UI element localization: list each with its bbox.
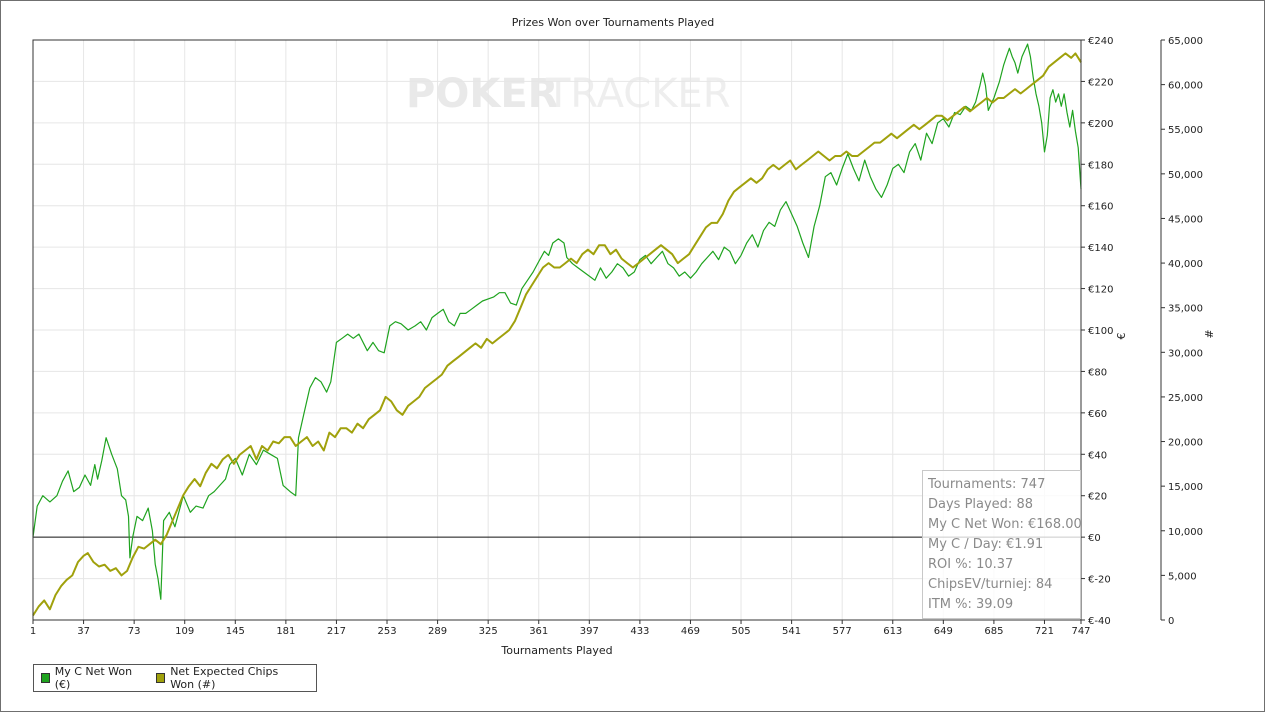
left-tick-label: €140 bbox=[1088, 243, 1113, 254]
stat-roi: ROI %: 10.37 bbox=[928, 557, 1014, 572]
x-tick-label: 747 bbox=[1071, 626, 1090, 637]
watermark-tracker-text: TRACKER bbox=[545, 71, 731, 117]
right-tick-label: 0 bbox=[1168, 616, 1174, 627]
left-tick-label: €80 bbox=[1088, 367, 1107, 378]
left-tick-label: €20 bbox=[1088, 492, 1107, 503]
left-tick-label: €120 bbox=[1088, 285, 1113, 296]
x-axis-ticks: 1 37 73 109 145 181 217 253 289 325 361 397 433 469 50… bbox=[30, 620, 1091, 637]
legend-item-net-won[interactable]: My C Net Won (€) bbox=[41, 665, 135, 691]
right-tick-label: 10,000 bbox=[1168, 527, 1203, 538]
right-tick-label: 30,000 bbox=[1168, 348, 1203, 359]
series-line-expected-chips bbox=[32, 52, 1082, 617]
right-tick-label: 5,000 bbox=[1168, 571, 1197, 582]
x-tick-label: 577 bbox=[833, 626, 852, 637]
stat-tournaments: Tournaments: 747 bbox=[928, 477, 1046, 492]
x-tick-label: 217 bbox=[327, 626, 346, 637]
x-tick-label: 433 bbox=[630, 626, 649, 637]
right-tick-label: 55,000 bbox=[1168, 125, 1203, 136]
x-tick-label: 613 bbox=[883, 626, 902, 637]
x-tick-label: 1 bbox=[30, 626, 36, 637]
left-tick-label: €-20 bbox=[1088, 575, 1111, 586]
x-tick-label: 397 bbox=[580, 626, 599, 637]
right-tick-label: 60,000 bbox=[1168, 81, 1203, 92]
x-tick-label: 721 bbox=[1035, 626, 1054, 637]
pokertracker-watermark: POKER TRACKER bbox=[406, 71, 731, 117]
stat-per-day: My C / Day: €1.91 bbox=[928, 537, 1044, 552]
x-tick-label: 505 bbox=[731, 626, 750, 637]
left-tick-label: €240 bbox=[1088, 36, 1113, 47]
x-tick-label: 73 bbox=[128, 626, 141, 637]
legend-swatch-green bbox=[41, 673, 50, 683]
legend-label-net-won: My C Net Won (€) bbox=[54, 665, 133, 691]
left-tick-label: €0 bbox=[1088, 533, 1101, 544]
legend-item-expected-chips[interactable]: Net Expected Chips Won (#) bbox=[156, 665, 302, 691]
left-axis-ticks: €240 €220 €200 €180 €160 €140 €120 €100 €80 €60 €4… bbox=[1081, 36, 1113, 627]
watermark-poker-text: POKER bbox=[406, 71, 558, 117]
x-axis-label: Tournaments Played bbox=[500, 644, 612, 657]
right-tick-label: 35,000 bbox=[1168, 304, 1203, 315]
x-tick-label: 649 bbox=[934, 626, 953, 637]
left-tick-label: €220 bbox=[1088, 77, 1113, 88]
left-tick-label: €180 bbox=[1088, 160, 1113, 171]
right-tick-label: 15,000 bbox=[1168, 482, 1203, 493]
right-tick-label: 25,000 bbox=[1168, 393, 1203, 404]
left-axis-label: € bbox=[1115, 333, 1128, 340]
series-lines bbox=[32, 43, 1082, 617]
legend-label-expected-chips: Net Expected Chips Won (#) bbox=[170, 665, 279, 691]
x-tick-label: 145 bbox=[226, 626, 245, 637]
stat-itm: ITM %: 39.09 bbox=[928, 597, 1014, 612]
right-tick-label: 40,000 bbox=[1168, 259, 1203, 270]
left-tick-label: €40 bbox=[1088, 450, 1107, 461]
left-tick-label: €100 bbox=[1088, 326, 1113, 337]
stat-chipsev: ChipsEV/turniej: 84 bbox=[928, 577, 1053, 592]
right-tick-label: 20,000 bbox=[1168, 438, 1203, 449]
x-tick-label: 181 bbox=[276, 626, 295, 637]
right-axis-ticks: 65,000 60,000 55,000 50,000 45,000 40,000 35,0… bbox=[1161, 36, 1203, 627]
x-tick-label: 37 bbox=[77, 626, 90, 637]
series-line-net-won bbox=[32, 43, 1082, 600]
stat-days-played: Days Played: 88 bbox=[928, 497, 1033, 512]
x-tick-label: 325 bbox=[479, 626, 498, 637]
chart-title: Prizes Won over Tournaments Played bbox=[512, 16, 715, 29]
x-tick-label: 289 bbox=[428, 626, 447, 637]
x-tick-label: 361 bbox=[529, 626, 548, 637]
left-tick-label: €200 bbox=[1088, 119, 1113, 130]
x-tick-label: 541 bbox=[782, 626, 801, 637]
x-tick-label: 253 bbox=[377, 626, 396, 637]
stats-overlay: Tournaments: 747 Days Played: 88 My C Ne… bbox=[922, 470, 1082, 619]
chart-legend: My C Net Won (€) Net Expected Chips Won … bbox=[33, 664, 317, 692]
right-tick-label: 65,000 bbox=[1168, 36, 1203, 47]
legend-swatch-olive bbox=[156, 673, 166, 683]
right-tick-label: 45,000 bbox=[1168, 214, 1203, 225]
stat-net-won: My C Net Won: €168.00 bbox=[928, 517, 1082, 532]
left-tick-label: €-40 bbox=[1088, 616, 1111, 627]
right-tick-label: 50,000 bbox=[1168, 170, 1203, 181]
x-tick-label: 685 bbox=[984, 626, 1003, 637]
x-tick-label: 109 bbox=[175, 626, 194, 637]
x-tick-label: 469 bbox=[681, 626, 700, 637]
left-tick-label: €60 bbox=[1088, 409, 1107, 420]
right-axis-label: # bbox=[1203, 329, 1216, 338]
left-tick-label: €160 bbox=[1088, 202, 1113, 213]
